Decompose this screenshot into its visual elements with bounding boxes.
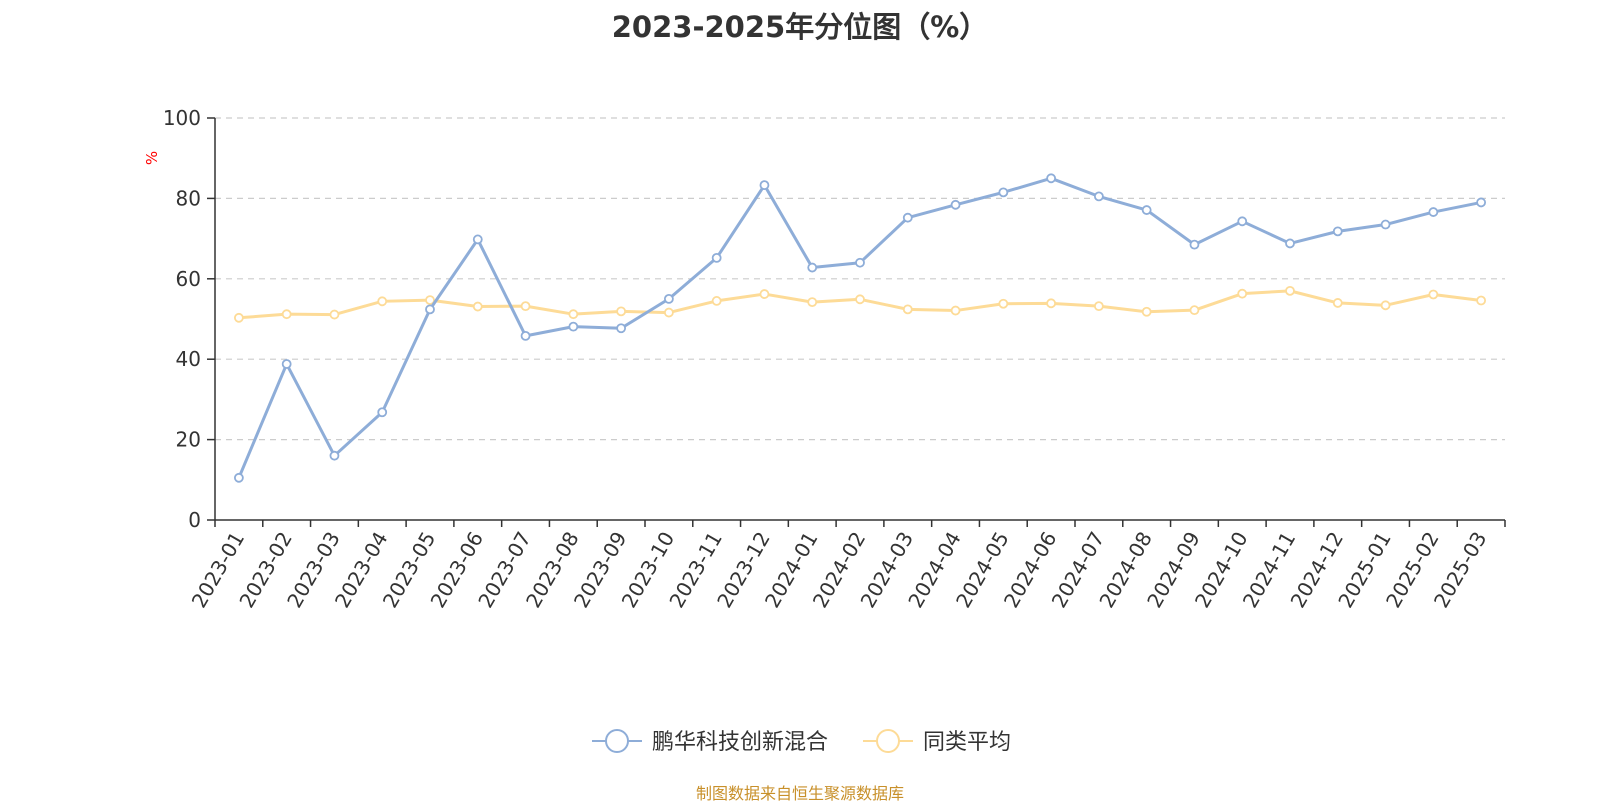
data-point — [568, 321, 579, 332]
data-point — [711, 252, 722, 263]
series-2 — [233, 285, 1487, 323]
data-point — [759, 180, 770, 191]
data-point — [1428, 207, 1439, 217]
data-point — [1476, 295, 1487, 306]
data-point — [472, 234, 483, 245]
data-point — [1046, 173, 1057, 184]
legend-marker — [605, 729, 629, 753]
data-point — [1046, 298, 1057, 309]
legend-marker — [876, 729, 900, 753]
data-point — [663, 293, 674, 304]
legend[interactable]: 鹏华科技创新混合 同类平均 — [592, 729, 1011, 755]
data-point — [950, 199, 961, 210]
data-point — [329, 450, 340, 461]
data-point — [998, 298, 1009, 309]
data-point — [233, 312, 244, 323]
source-note: 制图数据来自恒生聚源数据库 — [695, 784, 904, 803]
y-tick-label: 100 — [163, 106, 201, 130]
data-point — [377, 296, 388, 307]
data-point — [759, 289, 770, 299]
data-point — [807, 297, 818, 308]
y-tick-label: 0 — [188, 508, 201, 532]
y-tick-label: 40 — [176, 347, 201, 371]
data-point — [711, 296, 722, 306]
grid-lines — [215, 117, 1505, 441]
data-point — [902, 304, 913, 315]
data-point — [1189, 305, 1200, 316]
data-point — [998, 187, 1009, 198]
data-point — [472, 301, 483, 312]
data-point — [233, 472, 244, 483]
legend-item-1[interactable]: 鹏华科技创新混合 — [592, 729, 828, 755]
y-tick-label: 60 — [176, 267, 201, 291]
data-point — [1332, 226, 1343, 237]
legend-item-2[interactable]: 同类平均 — [863, 729, 1011, 755]
data-point — [950, 305, 961, 316]
legend-label: 同类平均 — [923, 730, 1011, 755]
data-point — [1093, 301, 1104, 312]
chart-title: 2023-2025年分位图（%） — [611, 10, 989, 44]
data-point — [1285, 238, 1295, 249]
y-axis-label: % — [143, 151, 161, 165]
data-point — [520, 330, 531, 341]
data-point — [568, 309, 579, 320]
data-point — [902, 212, 913, 223]
data-point — [1189, 239, 1200, 250]
data-point — [855, 294, 865, 305]
data-point — [1237, 288, 1248, 299]
data-point — [281, 359, 292, 369]
data-point — [1476, 197, 1487, 208]
data-point — [1332, 298, 1343, 308]
y-tick-label: 20 — [176, 428, 201, 452]
data-point — [1141, 306, 1152, 317]
data-point — [520, 301, 531, 312]
data-point — [616, 306, 627, 317]
data-point — [1141, 205, 1152, 215]
data-point — [1093, 191, 1104, 202]
series-1 — [233, 173, 1487, 483]
data-point — [1380, 219, 1391, 230]
data-point — [425, 295, 435, 306]
legend-label: 鹏华科技创新混合 — [652, 730, 828, 755]
data-point — [807, 262, 818, 273]
data-point — [1237, 216, 1248, 227]
data-point — [1380, 300, 1391, 311]
data-point — [663, 307, 674, 318]
data-point — [425, 304, 435, 315]
series-line — [237, 176, 1482, 479]
data-point — [1428, 289, 1439, 300]
data-point — [377, 407, 388, 418]
data-point — [1285, 285, 1295, 296]
data-point — [616, 323, 627, 334]
y-tick-label: 80 — [176, 186, 201, 210]
data-point — [329, 309, 340, 320]
data-point — [855, 257, 865, 268]
data-point — [281, 309, 292, 320]
series-lines — [233, 173, 1487, 483]
